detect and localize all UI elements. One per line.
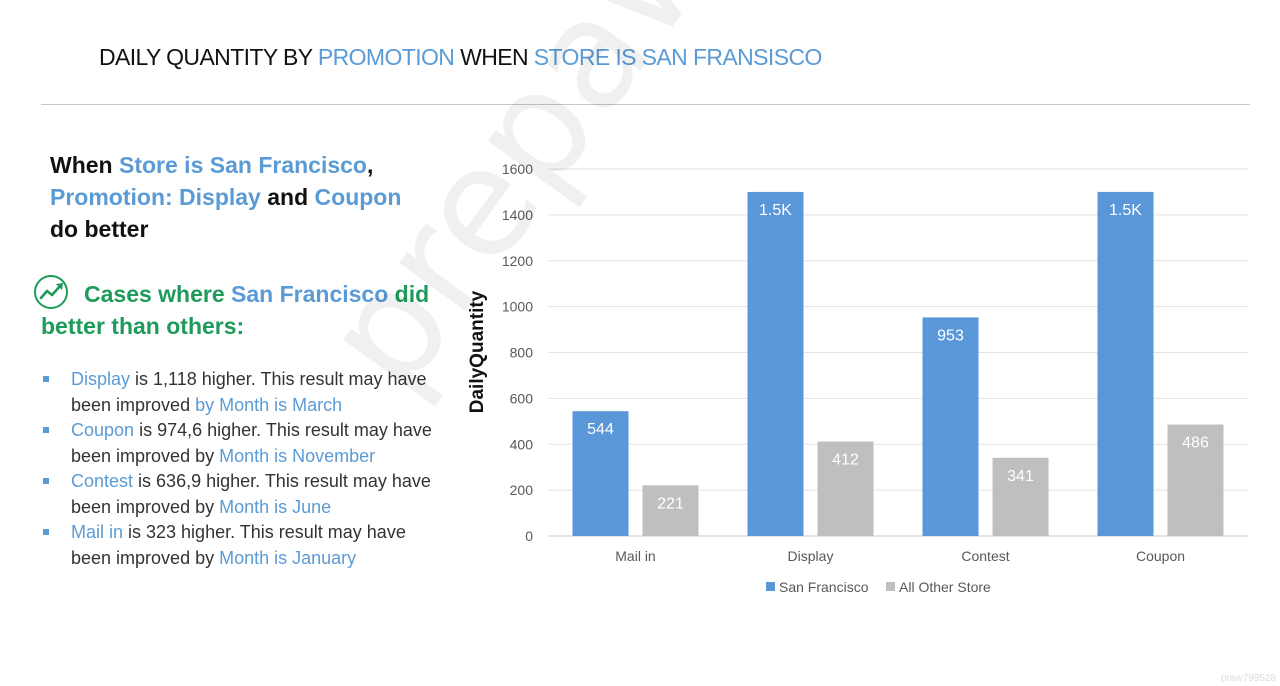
headline-part-3: , (366, 152, 374, 178)
bullet-promotion: Contest (71, 471, 134, 491)
title-highlight-promotion: PROMOTION (317, 44, 455, 70)
x-tick-label: Coupon (1136, 548, 1185, 564)
legend-label: All Other Store (899, 579, 991, 595)
bar (817, 441, 874, 536)
bar (1167, 424, 1224, 536)
cases-highlight-store: San Francisco (231, 281, 389, 307)
bullet-promotion: Coupon (71, 420, 135, 440)
y-tick-label: 1000 (502, 299, 533, 315)
bullet-text: is 323 higher. This result may have been… (71, 522, 406, 568)
bar (922, 317, 979, 536)
data-label: 341 (1007, 468, 1034, 485)
bullet-text: is 974,6 higher. This result may have be… (71, 420, 432, 466)
insight-headline: When Store is San Francisco, Promotion: D… (50, 149, 450, 245)
cases-part-1: Cases where (84, 281, 232, 307)
bullet-month: Month is January (219, 547, 357, 568)
bar (572, 411, 629, 536)
y-tick-label: 1200 (502, 253, 533, 269)
y-tick-label: 1600 (502, 161, 533, 177)
x-tick-label: Display (788, 548, 834, 564)
title-part-1: DAILY QUANTITY BY (99, 44, 318, 70)
list-item: Contest is 636,9 higher. This result may… (41, 469, 441, 520)
bullet-promotion: Display (71, 369, 131, 389)
data-label: 544 (587, 421, 614, 438)
data-label: 412 (832, 451, 859, 468)
y-tick-label: 1400 (502, 207, 533, 223)
bar (992, 457, 1049, 536)
x-tick-label: Contest (961, 548, 1009, 564)
title-divider (41, 104, 1250, 105)
bar (747, 191, 804, 536)
cases-part-3: did better than others: (41, 281, 430, 339)
y-axis-label: DailyQuantity (467, 290, 488, 413)
y-tick-label: 200 (510, 482, 534, 498)
bar (642, 485, 699, 536)
bullet-month: Month is November (219, 445, 376, 466)
legend-label: San Francisco (779, 579, 869, 595)
data-label: 1.5K (1109, 202, 1142, 219)
page-title: DAILY QUANTITY BY PROMOTION WHEN STORE I… (99, 44, 822, 71)
headline-highlight-promotion: Promotion: Display (50, 184, 261, 210)
cases-list: Display is 1,118 higher. This result may… (41, 367, 441, 571)
y-tick-label: 800 (510, 345, 534, 361)
bullet-text: is 636,9 higher. This result may have be… (71, 471, 431, 517)
y-tick-label: 400 (510, 436, 534, 452)
cases-heading: Cases where San Francisco did better tha… (41, 278, 441, 342)
headline-highlight-store: Store is San Francisco (119, 152, 367, 178)
bullet-promotion: Mail in (71, 522, 124, 542)
headline-part-5: and (260, 184, 315, 210)
title-highlight-store: STORE IS SAN FRANSISCO (533, 44, 823, 70)
corner-watermark: praw799528 (1220, 673, 1276, 684)
headline-part-7: do better (50, 216, 149, 242)
list-item: Mail in is 323 higher. This result may h… (41, 520, 441, 571)
trend-up-icon (34, 275, 68, 309)
bullet-month: Month is June (219, 496, 332, 517)
headline-highlight-coupon: Coupon (314, 184, 402, 210)
data-label: 1.5K (759, 202, 792, 219)
bullet-month: by Month is March (195, 394, 343, 415)
bullet-square-icon (43, 376, 49, 382)
headline-part-1: When (50, 152, 119, 178)
bullet-square-icon (43, 529, 49, 535)
bar (1097, 191, 1154, 536)
title-part-3: WHEN (454, 44, 534, 70)
list-item: Display is 1,118 higher. This result may… (41, 367, 441, 418)
legend-swatch (886, 582, 895, 591)
data-label: 953 (937, 327, 964, 344)
bullet-text: is 1,118 higher. This result may have be… (71, 369, 427, 415)
data-label: 221 (657, 495, 684, 512)
legend-swatch (766, 582, 775, 591)
y-tick-label: 0 (525, 528, 533, 544)
list-item: Coupon is 974,6 higher. This result may … (41, 418, 441, 469)
data-label: 486 (1182, 435, 1209, 452)
bullet-square-icon (43, 478, 49, 484)
x-tick-label: Mail in (615, 548, 655, 564)
y-tick-label: 600 (510, 390, 534, 406)
bullet-square-icon (43, 427, 49, 433)
